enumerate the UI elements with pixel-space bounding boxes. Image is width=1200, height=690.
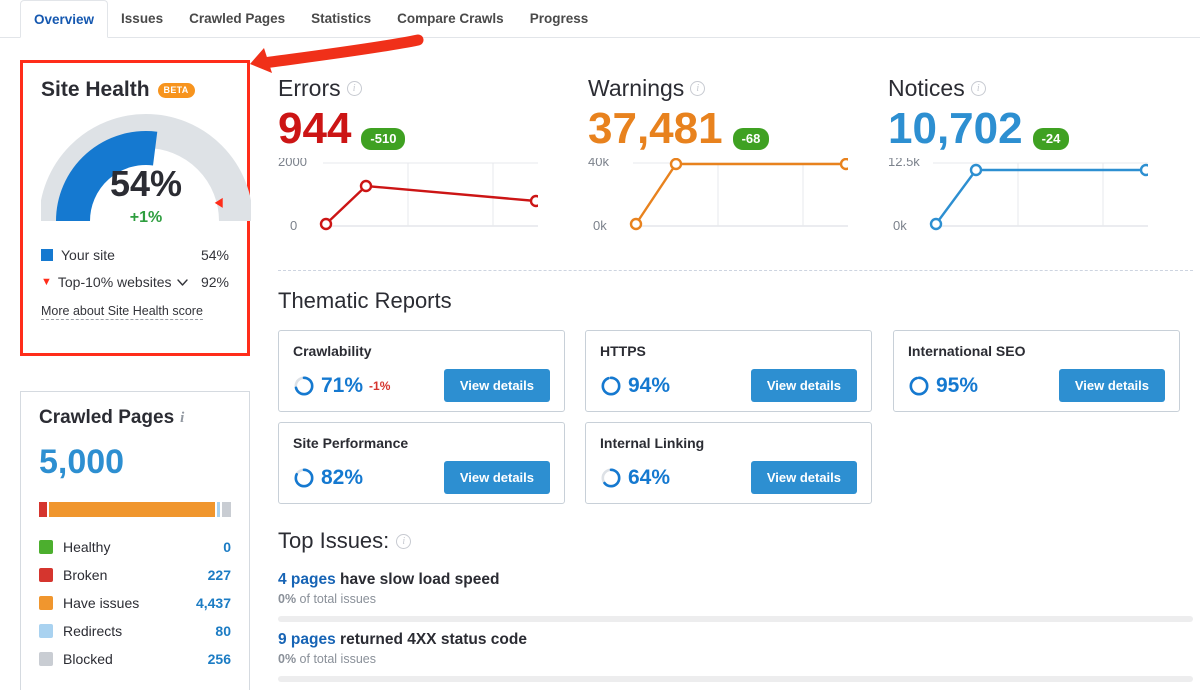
svg-text:40k: 40k [588,158,609,169]
svg-text:54%: 54% [110,163,182,204]
svg-text:12.5k: 12.5k [888,158,920,169]
svg-text:2000: 2000 [278,158,307,169]
svg-text:0k: 0k [893,218,907,233]
svg-text:0: 0 [290,218,297,233]
svg-text:+1%: +1% [130,209,162,226]
svg-text:0k: 0k [593,218,607,233]
